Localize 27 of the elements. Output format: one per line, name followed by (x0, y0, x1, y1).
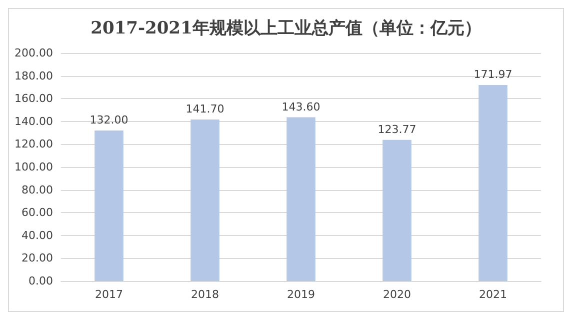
data-label: 171.97 (474, 68, 512, 81)
y-tick-label: 20.00 (22, 252, 53, 265)
data-label: 123.77 (378, 122, 416, 136)
x-tick-label: 2019 (287, 288, 315, 301)
y-tick-label: 180.00 (14, 69, 53, 82)
data-label: 132.00 (90, 114, 128, 127)
data-label: 141.70 (186, 102, 224, 116)
y-tick-label: 60.00 (22, 206, 53, 220)
y-tick-label: 80.00 (22, 183, 53, 196)
y-tick-label: 40.00 (22, 228, 53, 242)
y-tick-label: 200.00 (14, 46, 53, 60)
y-tick-label: 120.00 (14, 138, 53, 151)
y-tick-label: 140.00 (14, 114, 53, 128)
y-tick-label: 100.00 (14, 160, 53, 174)
bar (286, 117, 316, 281)
x-tick-label: 2021 (479, 288, 507, 301)
bar (478, 84, 508, 281)
bar (382, 140, 412, 281)
y-tick-label: 0.00 (28, 274, 53, 288)
x-tick-label: 2017 (95, 288, 123, 301)
x-tick-label: 2018 (191, 288, 219, 301)
chart-title: 2017-2021年规模以上工业总产值（单位：亿元） (90, 18, 482, 38)
data-label: 143.60 (282, 100, 320, 114)
bar (190, 119, 220, 281)
bar (94, 130, 124, 281)
x-tick-label: 2020 (383, 288, 411, 301)
y-tick-label: 160.00 (14, 92, 53, 106)
